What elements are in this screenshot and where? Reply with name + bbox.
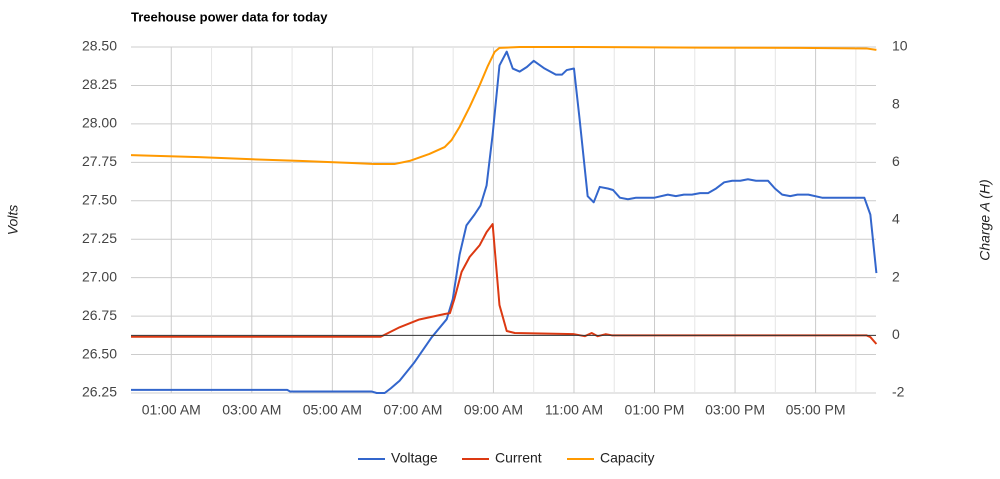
legend-label: Current [495, 450, 542, 466]
x-tick-label: 11:00 AM [545, 402, 603, 418]
y-tick-label: 28.00 [82, 115, 117, 131]
y2-axis-title: Charge A (H) [977, 179, 993, 260]
y-tick-label: 27.50 [82, 191, 117, 207]
y2-tick-label: -2 [892, 384, 905, 400]
y-tick-label: 28.25 [82, 76, 117, 92]
series-line [130, 46, 877, 166]
x-tick-label: 01:00 PM [625, 402, 685, 418]
y-axis-title: Volts [5, 205, 21, 236]
y2-tick-label: 10 [892, 38, 908, 54]
x-tick-label: 03:00 PM [705, 402, 765, 418]
x-tick-label: 03:00 AM [222, 402, 281, 418]
y-tick-label: 27.00 [82, 268, 117, 284]
y-tick-label: 26.25 [82, 384, 117, 400]
y-tick-label: 26.75 [82, 307, 117, 323]
x-tick-label: 05:00 AM [303, 402, 362, 418]
x-tick-label: 01:00 AM [142, 402, 201, 418]
series-line [131, 50, 878, 394]
legend-label: Voltage [391, 450, 438, 466]
axes: 26.25 26.50 26.75 27.00 27.25 27.50 27.75 28.00… [82, 38, 908, 466]
y2-tick-label: 4 [892, 211, 900, 227]
plot-lines [130, 46, 878, 394]
x-tick-label: 07:00 AM [383, 402, 442, 418]
series-line [131, 223, 878, 345]
y-tick-label: 27.75 [82, 153, 117, 169]
y-tick-label: 28.50 [82, 38, 117, 54]
y2-tick-label: 6 [892, 153, 900, 169]
y2-tick-label: 2 [892, 268, 900, 284]
y2-tick-label: 0 [892, 326, 900, 342]
legend-label: Capacity [600, 450, 654, 466]
y2-tick-label: 8 [892, 95, 900, 111]
chart-title: Treehouse power data for today [131, 9, 328, 24]
y-tick-label: 27.25 [82, 230, 117, 246]
y-tick-label: 26.50 [82, 345, 117, 361]
x-tick-label: 05:00 PM [786, 402, 846, 418]
x-tick-label: 09:00 AM [464, 402, 523, 418]
